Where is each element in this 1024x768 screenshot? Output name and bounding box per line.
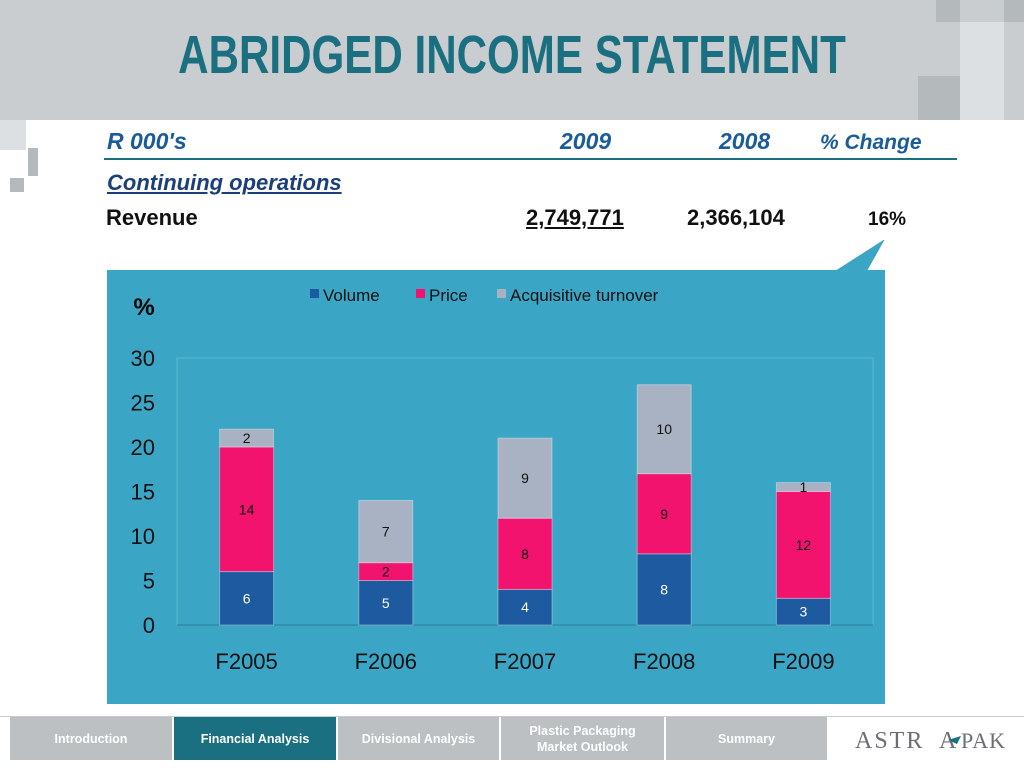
column-header-change: % Change <box>820 131 922 154</box>
legend-swatch-1 <box>416 289 425 298</box>
section-label: Continuing operations <box>107 170 342 195</box>
bar-volume <box>358 580 414 626</box>
header-band <box>0 0 1024 120</box>
nav-introduction[interactable]: Introduction <box>10 717 173 760</box>
data-label: 8 <box>521 546 529 562</box>
column-header-units: R 000's <box>107 128 187 154</box>
y-unit-label: % <box>133 294 154 321</box>
chart-panel: % 0 5 10 15 20 25 30 Volume Price Acquisitive turn… <box>107 240 887 704</box>
bar-price <box>636 473 692 555</box>
y-tick-label: 30 <box>131 346 155 371</box>
deco-square <box>10 178 24 192</box>
svg-text:A: A <box>939 728 957 754</box>
bar-acquisitive-turnover <box>775 482 831 493</box>
deco-square <box>936 0 960 22</box>
data-label: 12 <box>796 537 812 553</box>
legend-swatch-0 <box>310 289 319 298</box>
page-title: ABRIDGED INCOME STATEMENT <box>178 25 846 85</box>
deco-square <box>1004 0 1024 22</box>
y-tick-label: 5 <box>143 569 155 594</box>
revenue-2009: 2,749,771 <box>526 205 624 230</box>
deco-square <box>918 76 960 120</box>
data-label: 2 <box>382 564 390 580</box>
data-label: 1 <box>800 479 808 495</box>
bar-volume <box>497 588 553 626</box>
data-label: 9 <box>521 470 529 486</box>
y-tick-label: 15 <box>131 480 155 505</box>
data-label: 4 <box>521 599 529 615</box>
revenue-2008: 2,366,104 <box>687 205 785 230</box>
column-header-2008: 2008 <box>719 128 771 154</box>
data-label: 9 <box>660 506 668 522</box>
bar-price <box>219 446 275 573</box>
legend-label-0: Volume <box>323 286 380 305</box>
legend-label-2: Acquisitive turnover <box>510 286 659 305</box>
deco-square <box>28 148 38 176</box>
data-label: 6 <box>243 590 251 606</box>
data-label: 14 <box>239 501 255 517</box>
column-header-2009: 2009 <box>560 128 612 154</box>
bar-acquisitive-turnover <box>358 499 414 564</box>
header-rule <box>104 158 957 160</box>
y-tick-label: 0 <box>143 613 155 638</box>
data-label: 3 <box>800 604 808 620</box>
data-label: 10 <box>656 421 672 437</box>
bar-acquisitive-turnover <box>636 384 692 475</box>
data-label: 8 <box>660 581 668 597</box>
nav-plastic-packaging-outlook[interactable]: Plastic Packaging Market Outlook <box>501 717 665 760</box>
bar-acquisitive-turnover <box>219 428 275 448</box>
revenue-change: 16% <box>868 209 907 230</box>
row-label-revenue: Revenue <box>106 205 198 230</box>
bar-volume <box>219 571 275 626</box>
deco-square <box>960 76 1004 120</box>
x-tick-label: F2008 <box>633 649 695 674</box>
x-tick-label: F2009 <box>772 649 834 674</box>
nav-summary[interactable]: Summary <box>666 717 828 760</box>
nav-financial-analysis[interactable]: Financial Analysis <box>174 717 337 760</box>
bar-price <box>497 517 553 590</box>
legend-label-1: Price <box>429 286 468 305</box>
bar-price <box>775 491 831 599</box>
y-tick-label: 20 <box>131 435 155 460</box>
legend-swatch-2 <box>497 289 506 298</box>
callout-pointer <box>835 240 885 271</box>
x-tick-label: F2005 <box>215 649 277 674</box>
svg-text:PAK: PAK <box>961 728 1006 753</box>
nav-divisional-analysis[interactable]: Divisional Analysis <box>338 717 500 760</box>
deco-square <box>960 22 1004 76</box>
bar-volume <box>775 597 831 626</box>
svg-text:ASTR: ASTR <box>855 728 924 754</box>
data-label: 5 <box>382 595 390 611</box>
data-label: 2 <box>243 430 251 446</box>
deco-square <box>0 120 26 150</box>
y-tick-label: 10 <box>131 524 155 549</box>
x-tick-label: F2006 <box>355 649 417 674</box>
bar-price <box>358 562 414 582</box>
bar-volume <box>636 553 692 626</box>
data-label: 7 <box>382 524 390 540</box>
y-tick-label: 25 <box>131 391 155 416</box>
astrapak-logo: ASTR A PAK <box>855 728 1006 754</box>
x-tick-label: F2007 <box>494 649 556 674</box>
nav-separator <box>0 716 1024 717</box>
bar-acquisitive-turnover <box>497 437 553 519</box>
